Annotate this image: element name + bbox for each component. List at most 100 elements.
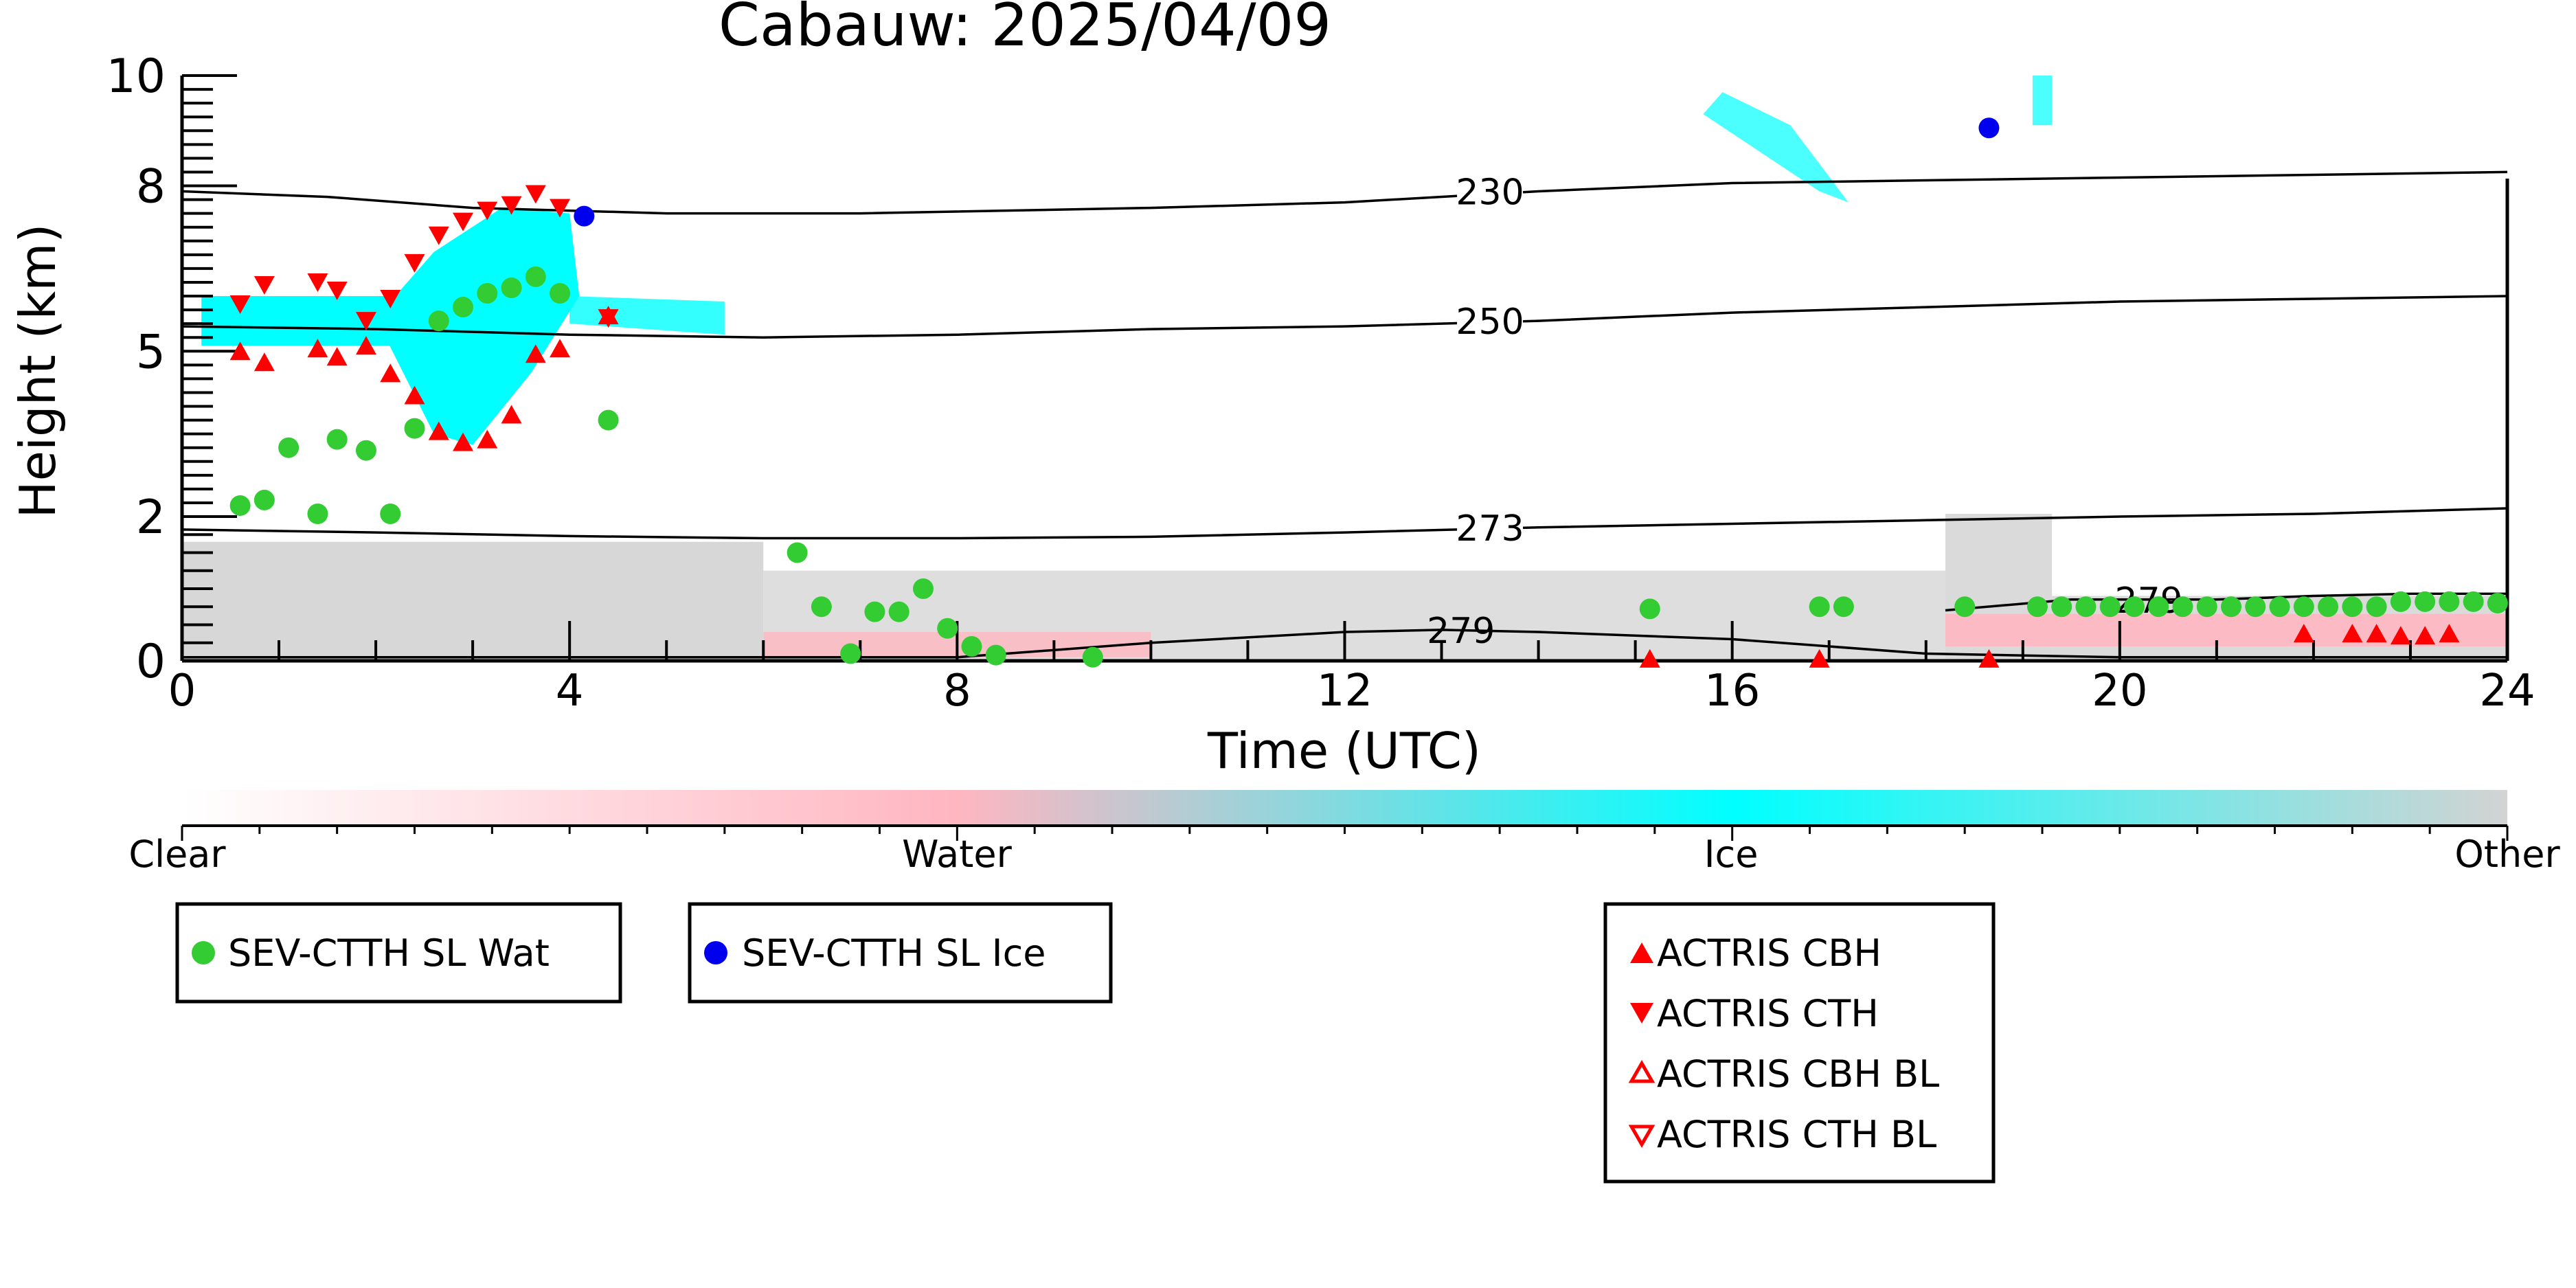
colorbar-label-clear: Clear — [128, 833, 226, 876]
marker-sev-ctth-sl-wat — [2148, 596, 2169, 618]
marker-actris-cbh — [1639, 648, 1660, 668]
legend-marker-ice — [704, 941, 727, 964]
marker-sev-ctth-sl-wat — [477, 282, 498, 304]
marker-actris-cbh — [2415, 626, 2436, 645]
cloudnet-curtain — [182, 76, 2507, 661]
legend-marker-wat — [192, 941, 215, 964]
marker-sev-ctth-sl-wat — [326, 429, 348, 450]
marker-sev-ctth-sl-wat — [985, 644, 1006, 666]
marker-actris-cbh — [477, 429, 498, 449]
x-tick-label: 4 — [556, 666, 584, 716]
marker-actris-cth — [525, 185, 546, 204]
legend-label-ice: SEV-CTTH SL Ice — [742, 931, 1046, 975]
x-axis-label: Time (UTC) — [1207, 722, 1481, 780]
curtain-ice-cell — [376, 207, 580, 445]
marker-sev-ctth-sl-wat — [811, 596, 832, 618]
marker-sev-ctth-sl-wat — [501, 277, 522, 298]
legend-marker-cth-bl — [1628, 1125, 1656, 1149]
marker-sev-ctth-sl-wat — [355, 440, 376, 461]
legend-label-cth-bl: ACTRIS CTH BL — [1657, 1113, 1936, 1156]
marker-actris-cbh — [501, 405, 522, 424]
marker-sev-ctth-sl-wat — [888, 601, 909, 622]
legend-label-wat: SEV-CTTH SL Wat — [228, 931, 550, 975]
contour-label-bg — [1457, 303, 1524, 339]
x-tick-label: 16 — [1704, 666, 1760, 716]
marker-actris-cbh — [404, 385, 425, 405]
contour-line — [182, 507, 2507, 540]
legend-marker-cbh — [1630, 942, 1653, 963]
marker-sev-ctth-sl-wat — [961, 636, 982, 657]
x-tick-label: 20 — [2092, 666, 2147, 716]
marker-sev-ctth-sl-wat — [2439, 591, 2460, 612]
marker-actris-cth — [326, 281, 348, 300]
marker-sev-ctth-sl-wat — [453, 297, 474, 318]
legend-marker-cth — [1630, 1003, 1653, 1024]
marker-actris-cbh — [326, 347, 348, 366]
contour-label: 279 — [1427, 611, 1495, 652]
contour-label-bg — [1457, 509, 1524, 545]
marker-sev-ctth-sl-wat — [2075, 596, 2097, 618]
marker-sev-ctth-sl-wat — [404, 418, 425, 439]
marker-sev-ctth-sl-wat — [2099, 596, 2121, 618]
marker-actris-cbh — [229, 341, 251, 361]
legend-label-cth: ACTRIS CTH — [1657, 992, 1879, 1035]
marker-sev-ctth-sl-wat — [253, 489, 275, 510]
marker-sev-ctth-sl-wat — [1833, 596, 1854, 618]
marker-sev-ctth-sl-ice — [1978, 117, 2000, 139]
marker-sev-ctth-sl-ice — [574, 205, 595, 227]
marker-sev-ctth-sl-wat — [2245, 596, 2266, 618]
marker-sev-ctth-sl-wat — [2123, 596, 2145, 618]
marker-sev-ctth-sl-wat — [2318, 596, 2339, 618]
marker-actris-cth — [598, 309, 619, 328]
colorbar-label-ice: Ice — [1704, 833, 1759, 876]
x-tick-label: 12 — [1317, 666, 1372, 716]
marker-sev-ctth-sl-wat — [864, 601, 885, 622]
marker-actris-cth — [355, 312, 376, 331]
marker-actris-cth — [428, 226, 449, 245]
marker-actris-cbh — [550, 339, 571, 358]
y-tick-label: 8 — [136, 160, 166, 214]
marker-sev-ctth-sl-wat — [278, 437, 300, 458]
marker-actris-cbh — [2342, 624, 2363, 643]
marker-sev-ctth-sl-wat — [550, 282, 571, 304]
colorbar-gradient — [182, 790, 2507, 826]
x-tick-label: 24 — [2479, 666, 2535, 716]
legend-box-actris: ACTRIS CBH ACTRIS CTH ACTRIS CBH BL ACTR… — [1603, 902, 1996, 1184]
marker-sev-ctth-sl-wat — [2026, 596, 2048, 618]
contour-label-bg — [1457, 173, 1524, 210]
marker-sev-ctth-sl-wat — [2221, 596, 2242, 618]
y-tick-label: 0 — [136, 635, 166, 689]
marker-actris-cbh — [2366, 624, 2387, 643]
marker-actris-cbh — [307, 339, 328, 358]
marker-sev-ctth-sl-wat — [840, 643, 861, 664]
marker-actris-cbh — [355, 336, 376, 355]
y-tick-label: 2 — [136, 490, 166, 545]
colorbar: Clear Water Ice Other — [128, 790, 2560, 876]
colorbar-label-other: Other — [2454, 833, 2560, 876]
marker-actris-cth — [253, 275, 275, 295]
marker-actris-cth — [501, 196, 522, 215]
y-axis-label: Height (km) — [9, 224, 67, 519]
contour-label: 230 — [1456, 172, 1524, 214]
marker-sev-ctth-sl-wat — [787, 542, 808, 563]
marker-sev-ctth-sl-wat — [937, 618, 958, 639]
marker-actris-cth — [453, 212, 474, 231]
curtain-ice-tail — [569, 296, 725, 335]
contour-label: 273 — [1456, 508, 1524, 550]
marker-sev-ctth-sl-wat — [2172, 596, 2193, 618]
marker-sev-ctth-sl-wat — [1082, 646, 1103, 668]
marker-actris-cbh — [428, 421, 449, 440]
marker-actris-cbh — [380, 363, 401, 383]
contour-line — [182, 295, 2507, 339]
axes: 0 4 8 12 16 20 24 0 2 5 8 10 — [106, 49, 2535, 716]
y-tick-label: 10 — [106, 49, 166, 104]
marker-sev-ctth-sl-wat — [1639, 598, 1660, 620]
marker-actris-cbh — [453, 432, 474, 451]
marker-sev-ctth-sl-wat — [1954, 596, 1976, 618]
marker-sev-ctth-sl-wat — [2196, 596, 2217, 618]
x-tick-label: 0 — [168, 666, 196, 716]
y-tick-label: 5 — [136, 325, 166, 379]
curtain-ice-cirrus-2 — [2032, 76, 2053, 126]
marker-actris-cbh — [1809, 648, 1830, 668]
